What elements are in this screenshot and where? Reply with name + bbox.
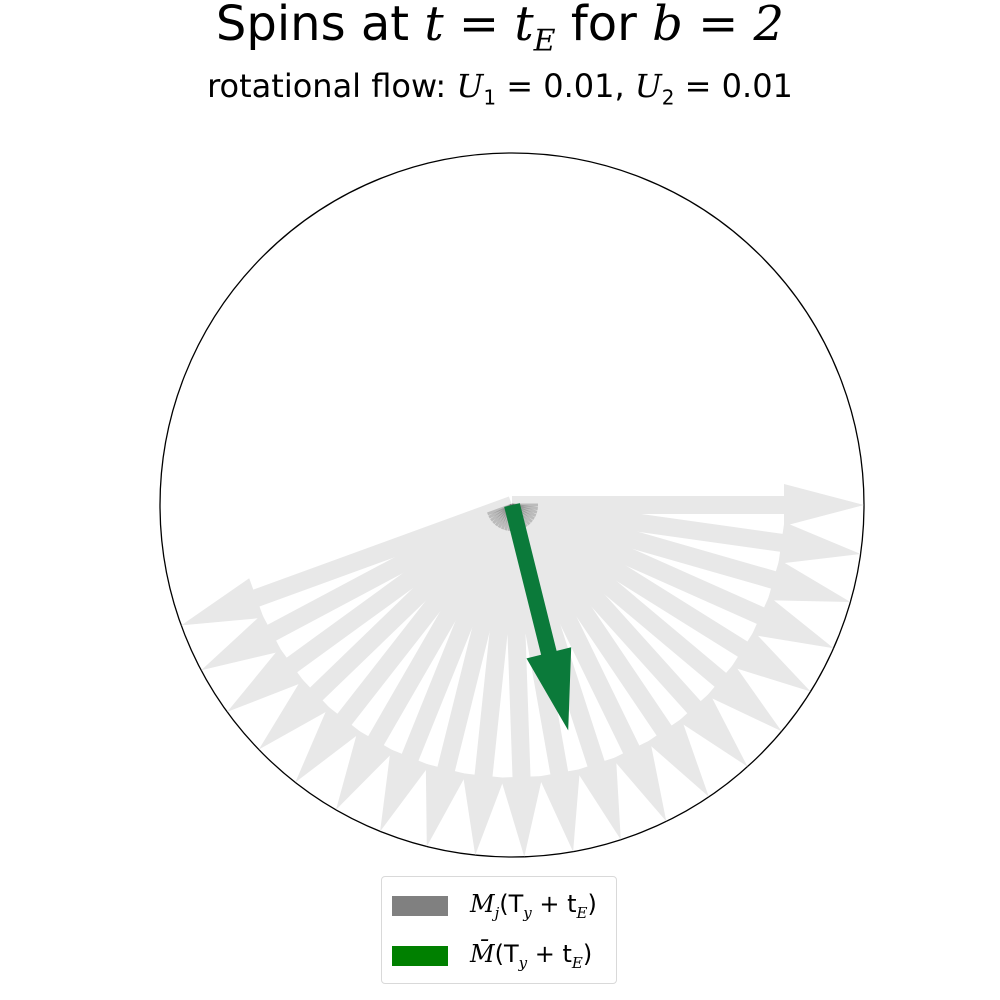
title-math2: b = 2 <box>652 0 785 52</box>
spin-arrow <box>227 497 518 712</box>
spin-arrow <box>506 498 782 732</box>
title-math-sub: E <box>533 23 556 59</box>
spin-arrows <box>181 484 864 857</box>
subtitle-u2-sub: 2 <box>661 85 675 110</box>
spin-arrow <box>509 496 851 602</box>
legend-label-mean: M̄(Ty + tE) <box>470 940 593 972</box>
legend: Mj(Ty + tE) M̄(Ty + tE) <box>381 876 617 984</box>
subtitle-prefix: rotational flow: <box>207 67 457 105</box>
spin-arrow <box>258 498 519 750</box>
spin-arrow <box>462 504 521 856</box>
legend-item-spins: Mj(Ty + tE) <box>392 890 597 922</box>
legend-item-mean: M̄(Ty + tE) <box>392 940 593 972</box>
subtitle-u1-val: = 0.01, <box>496 67 635 105</box>
spin-arrow <box>505 499 748 767</box>
figure-title: Spins at t = tE for b = 2 <box>0 0 1000 72</box>
spin-arrow <box>510 496 861 564</box>
title-prefix: Spins at <box>215 0 425 52</box>
spin-arrow <box>181 496 516 626</box>
figure-subtitle: rotational flow: U1 = 0.01, U2 = 0.01 <box>0 66 1000 117</box>
spin-arrow <box>336 500 520 810</box>
legend-swatch-spins <box>392 896 448 916</box>
title-mid: for <box>555 0 653 52</box>
spin-arrow <box>512 484 864 526</box>
spin-arrow <box>425 502 521 847</box>
subtitle-u1: U <box>456 67 484 105</box>
spin-arrow <box>295 499 520 783</box>
subtitle-u1-sub: 1 <box>483 85 497 110</box>
spin-arrow <box>508 496 834 649</box>
legend-swatch-mean <box>392 946 448 966</box>
subtitle-u2: U <box>634 67 662 105</box>
mean-arrow-group <box>504 503 572 731</box>
title-math: t = t <box>424 0 534 52</box>
subtitle-u2-val: = 0.01 <box>674 67 793 105</box>
spin-arrow <box>507 497 811 692</box>
legend-label-spins: Mj(Ty + tE) <box>470 890 597 922</box>
mean-arrow <box>504 503 572 731</box>
spin-arrow <box>380 501 521 832</box>
